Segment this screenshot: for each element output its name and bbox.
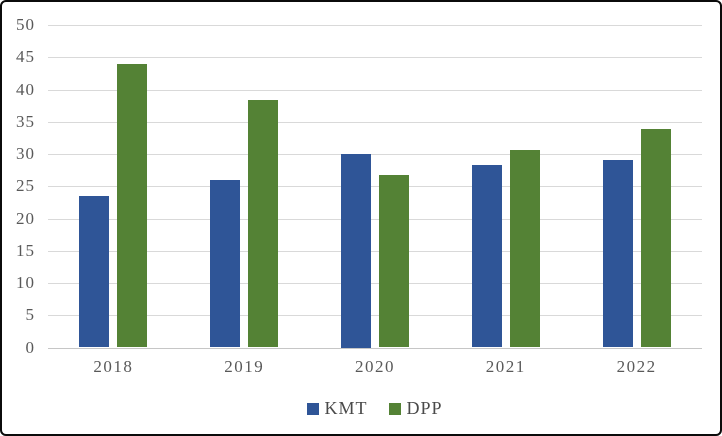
bar-kmt-2018 bbox=[79, 195, 110, 348]
legend: KMT DPP bbox=[48, 398, 702, 419]
bar-dpp-2022 bbox=[640, 129, 671, 348]
y-axis-tick-label: 45 bbox=[16, 47, 35, 67]
gridline bbox=[48, 57, 702, 59]
y-axis-tick-label: 0 bbox=[25, 337, 35, 357]
gridline bbox=[48, 283, 702, 284]
bar-dpp-2020 bbox=[379, 175, 409, 348]
bar-kmt-2021 bbox=[471, 164, 502, 348]
gridline bbox=[48, 154, 702, 155]
y-axis-tick-label: 40 bbox=[16, 79, 35, 99]
y-axis-tick-label: 15 bbox=[16, 240, 35, 260]
gridline bbox=[48, 25, 702, 26]
gridline bbox=[48, 186, 702, 188]
y-axis-tick-label: 10 bbox=[16, 273, 35, 292]
x-axis-tick-label: 2019 bbox=[224, 356, 265, 376]
gridline bbox=[48, 218, 702, 220]
x-axis-tick-label: 2018 bbox=[93, 356, 134, 376]
gridline bbox=[48, 89, 702, 91]
y-axis-tick-label: 35 bbox=[16, 111, 35, 131]
x-axis-line bbox=[48, 347, 702, 349]
x-axis-tick-label: 2020 bbox=[355, 356, 395, 376]
gridline bbox=[48, 121, 702, 123]
legend-item-kmt: KMT bbox=[307, 398, 367, 419]
gridline bbox=[48, 315, 702, 317]
bar-kmt-2019 bbox=[210, 179, 241, 348]
bar-kmt-2022 bbox=[602, 160, 633, 348]
bar-dpp-2018 bbox=[117, 63, 148, 348]
y-axis-tick-label: 30 bbox=[16, 144, 35, 163]
legend-label-kmt: KMT bbox=[324, 398, 368, 418]
y-axis-tick-label: 5 bbox=[25, 305, 35, 325]
y-axis-tick-label: 20 bbox=[16, 208, 35, 228]
dpp-legend-swatch-icon bbox=[389, 402, 402, 415]
legend-item-dpp: DPP bbox=[389, 398, 442, 419]
bar-dpp-2021 bbox=[509, 150, 540, 348]
y-axis-tick-label: 25 bbox=[16, 176, 35, 196]
y-axis-tick-label: 50 bbox=[16, 15, 35, 34]
x-axis-tick-label: 2021 bbox=[485, 356, 526, 376]
legend-label-dpp: DPP bbox=[406, 398, 443, 418]
x-axis-tick-label: 2022 bbox=[616, 356, 657, 376]
kmt-legend-swatch-icon bbox=[307, 402, 320, 415]
bar-dpp-2019 bbox=[248, 99, 279, 348]
bar-kmt-2020 bbox=[341, 154, 371, 348]
gridline bbox=[48, 250, 702, 252]
